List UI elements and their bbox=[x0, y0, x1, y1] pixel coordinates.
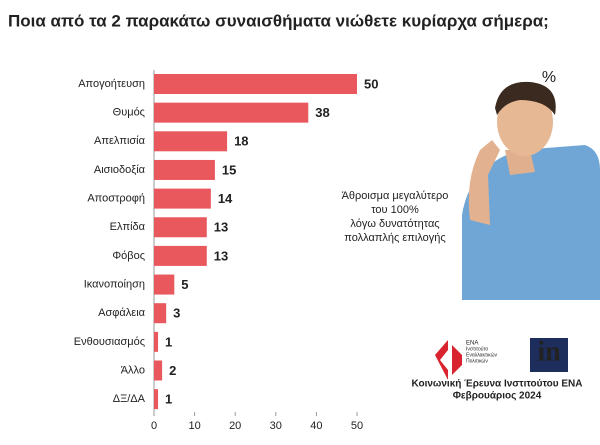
x-tick-label: 10 bbox=[188, 420, 200, 432]
value-label: 14 bbox=[218, 191, 233, 206]
ena-logo-text: Εναλλακτικών bbox=[466, 351, 497, 358]
x-tick-label: 30 bbox=[270, 420, 282, 432]
ena-logo-text: Ινστιτούτο bbox=[466, 345, 488, 352]
bar bbox=[154, 131, 228, 152]
bar bbox=[154, 159, 215, 180]
bar bbox=[154, 245, 207, 266]
y-tick-label: Φόβος bbox=[112, 250, 145, 262]
chart-title: Ποια από τα 2 παρακάτω συναισθήματα νιώθ… bbox=[8, 11, 549, 30]
source: Φεβρουάριος 2024 bbox=[453, 391, 542, 402]
note: Άθροισμα μεγαλύτερο bbox=[342, 190, 449, 202]
value-label: 1 bbox=[165, 392, 172, 407]
bar bbox=[154, 303, 167, 324]
value-label: 1 bbox=[165, 334, 172, 349]
ena-logo-text: ΕΝΑ bbox=[466, 341, 478, 347]
bar bbox=[154, 188, 211, 209]
bar bbox=[154, 331, 159, 352]
value-label: 13 bbox=[214, 220, 228, 235]
value-label: 15 bbox=[222, 162, 236, 177]
bar bbox=[154, 217, 207, 238]
bar bbox=[154, 74, 357, 94]
value-label: 38 bbox=[315, 105, 329, 120]
value-label: 3 bbox=[173, 306, 180, 321]
x-tick-label: 0 bbox=[151, 420, 157, 432]
in-logo-text: in bbox=[537, 336, 561, 367]
in-logo-box bbox=[530, 338, 568, 372]
y-tick-label: Θυμός bbox=[113, 107, 145, 119]
y-tick-label: Ικανοποίηση bbox=[84, 278, 145, 290]
y-tick-label: ΔΞ/ΔΑ bbox=[113, 393, 146, 405]
x-tick-label: 20 bbox=[229, 420, 241, 432]
note: του 100% bbox=[371, 204, 419, 216]
note: πολλαπλής επιλογής bbox=[344, 232, 445, 244]
note: λόγω δυνατότητας bbox=[350, 218, 439, 230]
y-tick-label: Απογοήτευση bbox=[78, 78, 145, 90]
bar bbox=[154, 102, 309, 123]
x-tick-label: 40 bbox=[310, 420, 322, 432]
y-tick-label: Ενθουσιασμός bbox=[74, 336, 145, 348]
ena-logo bbox=[435, 340, 462, 380]
y-tick-label: Ασφάλεια bbox=[98, 307, 145, 319]
bar bbox=[154, 389, 159, 410]
y-tick-label: Αποστροφή bbox=[87, 193, 145, 205]
source: Κοινωνική Έρευνα Ινστιτούτου ΕΝΑ bbox=[411, 379, 582, 390]
x-tick-label: 50 bbox=[351, 420, 363, 432]
value-label: 18 bbox=[234, 134, 248, 149]
unit-label: % bbox=[542, 69, 556, 86]
value-label: 13 bbox=[214, 248, 228, 263]
person-illustration bbox=[462, 81, 600, 300]
bar bbox=[154, 360, 163, 381]
ena-logo-text: Πολιτικών bbox=[466, 357, 488, 364]
value-label: 5 bbox=[181, 277, 188, 292]
value-label: 2 bbox=[169, 363, 176, 378]
y-tick-label: Ελπίδα bbox=[110, 221, 146, 233]
y-tick-label: Άλλο bbox=[121, 364, 145, 376]
value-label: 50 bbox=[364, 76, 378, 91]
y-tick-label: Απελπισία bbox=[94, 135, 146, 147]
bar bbox=[154, 274, 175, 295]
y-tick-label: Αισιοδοξία bbox=[94, 164, 146, 176]
